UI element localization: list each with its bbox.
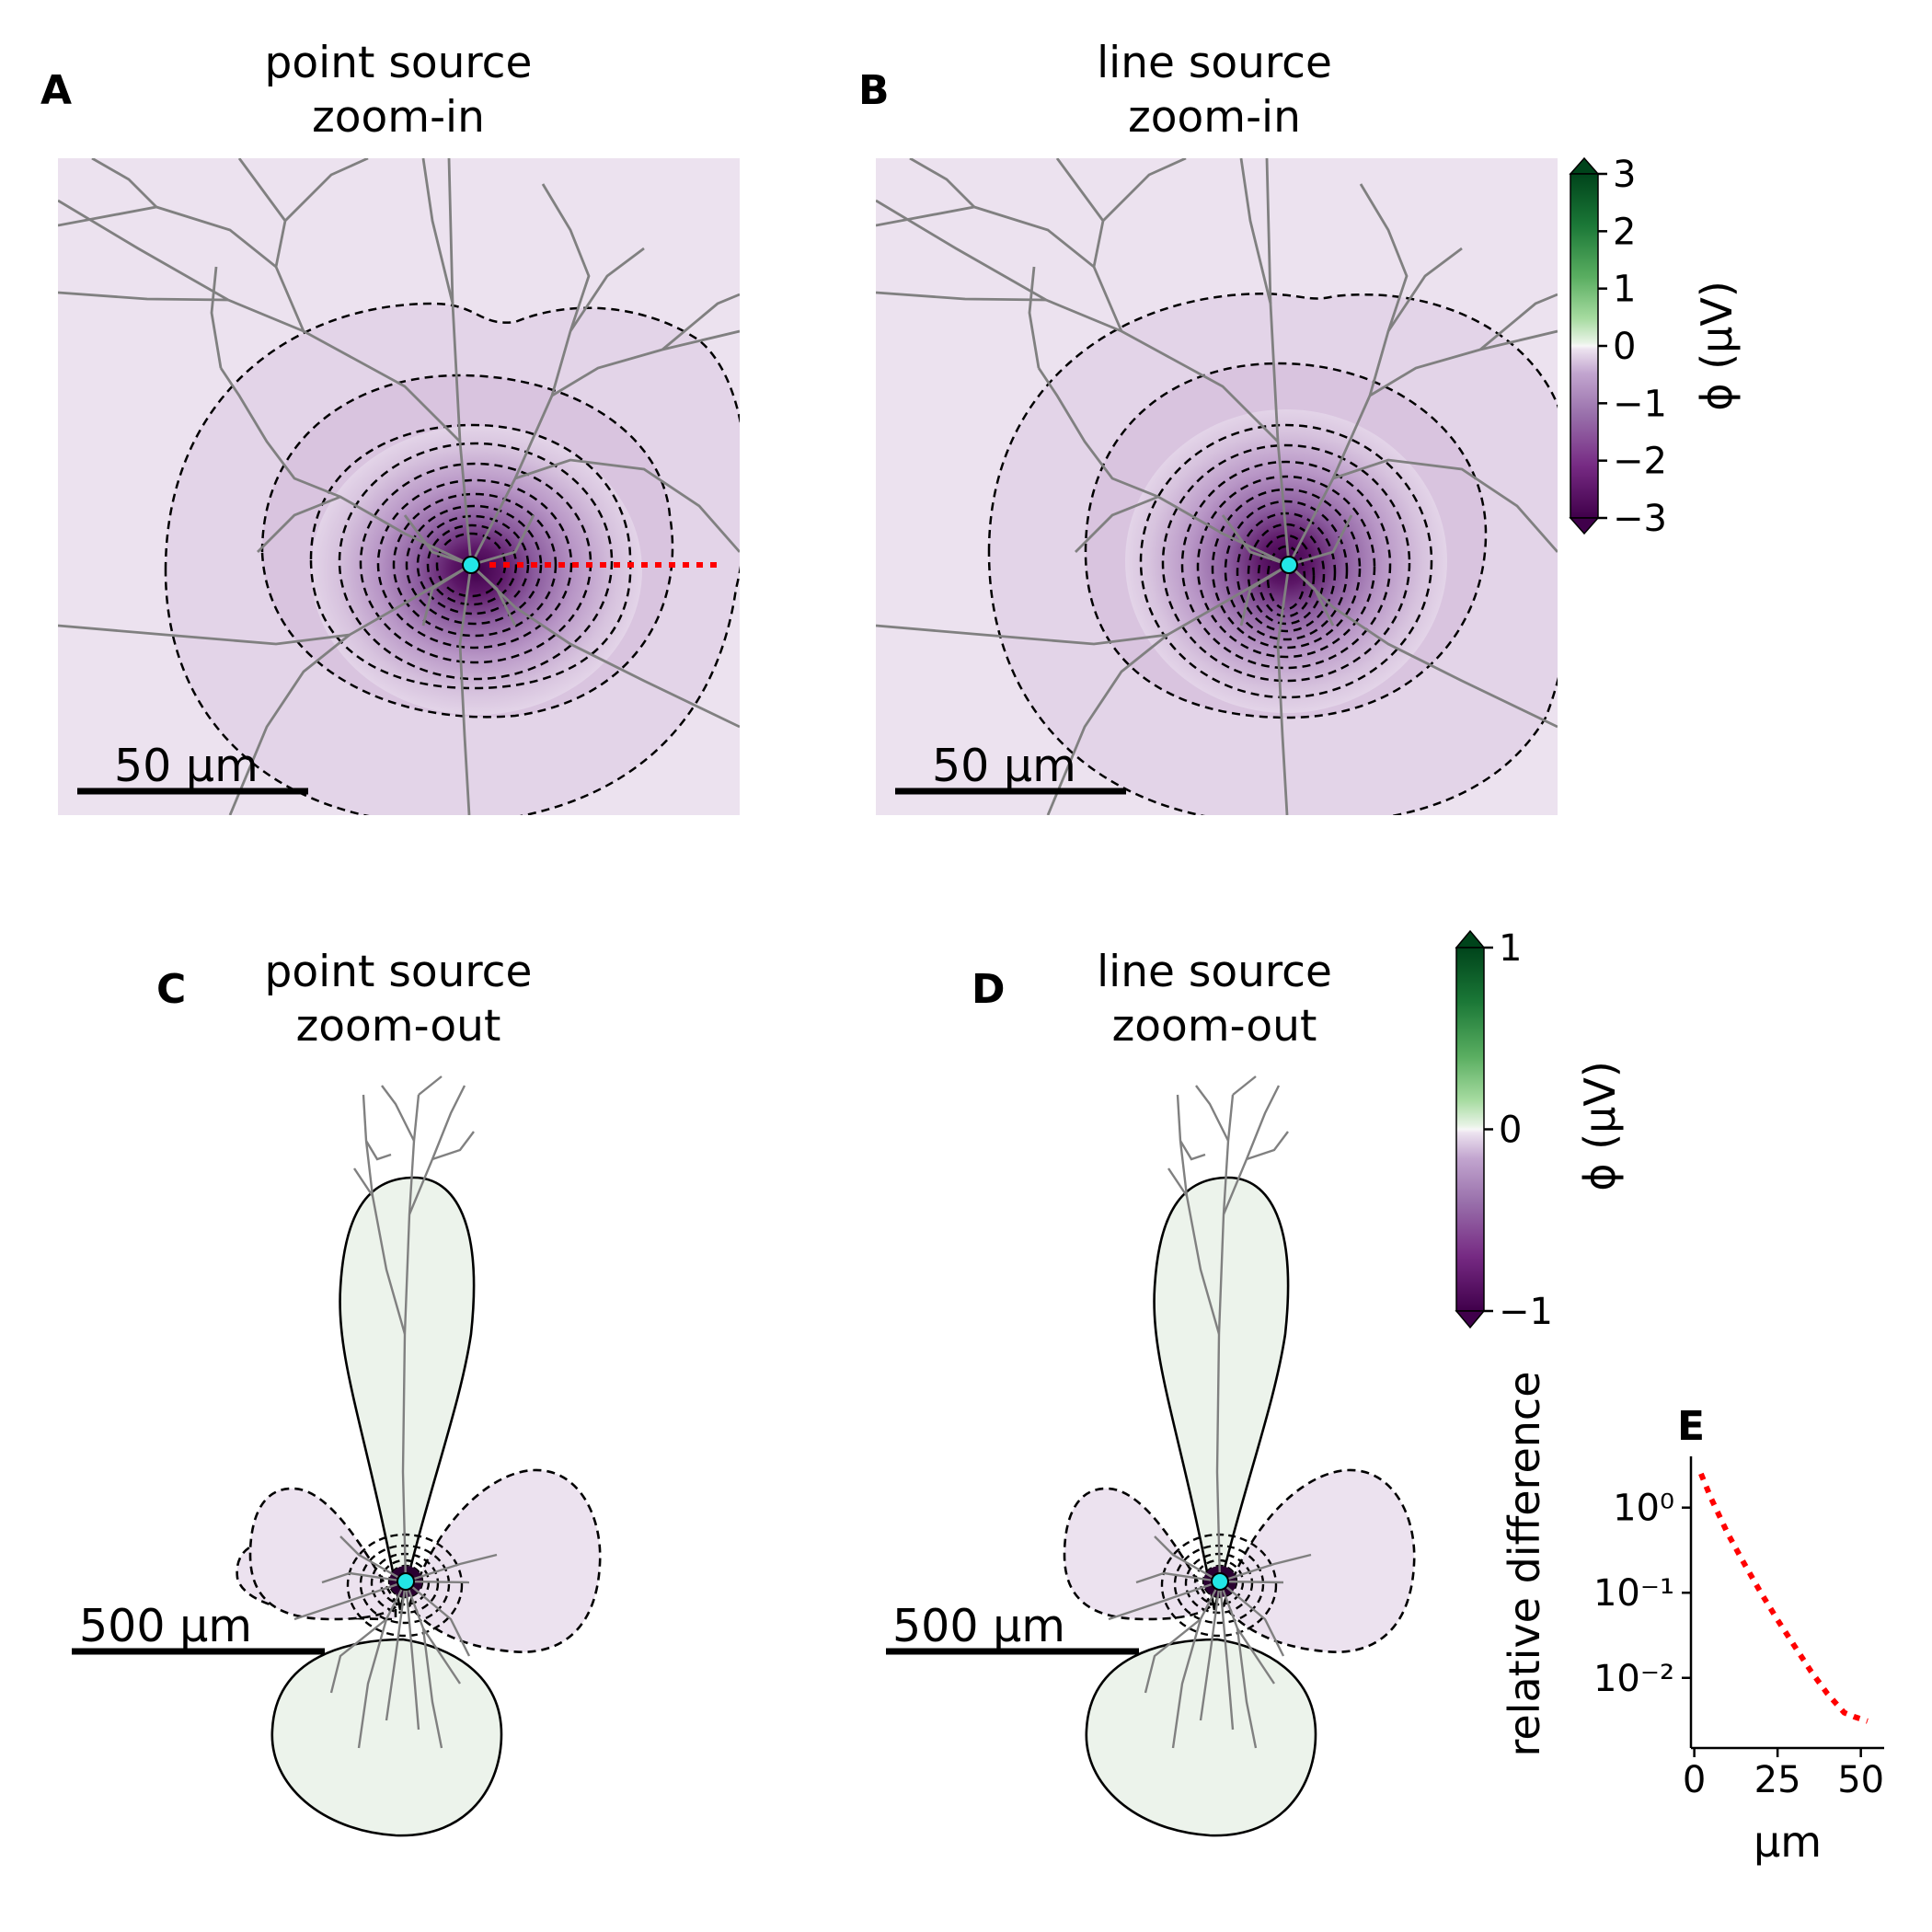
x-tick-label: 0 <box>1683 1759 1706 1801</box>
colorbar-ticks: 3 2 1 0 −1 −2 −3 <box>1598 154 1667 540</box>
y-tick-label: 10⁻¹ <box>1593 1572 1674 1615</box>
scalebar-label: 50 µm <box>932 740 1076 792</box>
series-line <box>1698 1472 1869 1724</box>
panel-a: A point source zoom-in <box>40 38 740 815</box>
scalebar-label: 500 µm <box>892 1600 1065 1652</box>
panel-title-line2: zoom-in <box>1128 92 1301 143</box>
panel-title-line2: zoom-out <box>1112 1001 1317 1052</box>
source-marker <box>462 556 480 574</box>
source-marker <box>1280 556 1298 574</box>
neuron-morphology <box>1108 1075 1312 1749</box>
panel-b: B line source zoom-in <box>858 38 1558 815</box>
x-axis-label: µm <box>1754 1817 1822 1867</box>
colorbar-ticks: 1 0 −1 <box>1484 927 1553 1333</box>
colorbar-tick-label: 1 <box>1499 927 1522 970</box>
colorbar-label: ϕ (µV) <box>1692 281 1742 411</box>
potential-contour-map <box>236 1075 602 1837</box>
panel-letter: C <box>156 966 186 1013</box>
panel-letter: D <box>972 966 1006 1013</box>
potential-contour-map <box>58 158 740 815</box>
panel-letter: B <box>858 67 890 114</box>
panel-title-line2: zoom-out <box>296 1001 501 1052</box>
colorbar-gradient <box>1455 947 1485 1312</box>
panel-title-line1: point source <box>265 38 533 88</box>
source-marker <box>397 1572 415 1591</box>
colorbar-tick-label: 0 <box>1613 326 1636 368</box>
panel-c: C point source zoom-out <box>72 947 602 1837</box>
data-series <box>1698 1472 1869 1724</box>
colorbar-tick-label: −1 <box>1613 383 1667 425</box>
panel-title-line1: line source <box>1097 38 1332 88</box>
panel-d: D line source zoom-out <box>886 947 1416 1837</box>
y-axis-label: relative difference <box>1500 1371 1549 1756</box>
colorbar-gradient <box>1570 173 1599 519</box>
colorbar-tick-label: −1 <box>1499 1291 1553 1333</box>
panel-e-chart: E 0 25 50 10⁰ 10⁻¹ 10⁻² µm relative differen… <box>1500 1371 1884 1867</box>
colorbar-tick-label: 1 <box>1613 269 1636 311</box>
panel-letter: A <box>40 67 72 114</box>
panel-letter: E <box>1677 1403 1705 1450</box>
colorbar-extend-bottom <box>1569 517 1600 535</box>
y-tick-label: 10⁻² <box>1593 1658 1674 1700</box>
colorbar-tick-label: 3 <box>1613 154 1636 196</box>
scalebar-label: 50 µm <box>114 740 259 792</box>
colorbar-extend-top <box>1455 929 1486 949</box>
colorbar-tick-label: −3 <box>1613 498 1667 540</box>
colorbar-extend-top <box>1569 156 1600 175</box>
x-tick-label: 50 <box>1837 1759 1884 1801</box>
panel-title-line1: line source <box>1097 947 1332 997</box>
potential-contour-map <box>1063 1075 1416 1837</box>
x-tick-label: 25 <box>1754 1759 1801 1801</box>
panel-title-line1: point source <box>265 947 533 997</box>
colorbar-tick-label: −2 <box>1613 441 1667 483</box>
neuron-morphology <box>876 158 1558 815</box>
colorbar-extend-bottom <box>1455 1310 1486 1329</box>
source-marker <box>1211 1572 1229 1591</box>
potential-contour-map <box>876 158 1558 815</box>
x-ticks: 0 25 50 <box>1683 1748 1884 1801</box>
neuron-morphology <box>58 158 740 815</box>
y-ticks: 10⁰ 10⁻¹ 10⁻² <box>1593 1488 1691 1700</box>
colorbar-tick-label: 0 <box>1499 1110 1522 1152</box>
colorbar-label: ϕ (µV) <box>1575 1061 1625 1191</box>
scalebar-label: 500 µm <box>79 1600 252 1652</box>
colorbar-tick-label: 2 <box>1613 211 1636 253</box>
colorbar-top: 3 2 1 0 −1 −2 −3 ϕ (µV) <box>1569 154 1742 540</box>
panel-title-line2: zoom-in <box>312 92 485 143</box>
neuron-morphology <box>293 1075 498 1749</box>
y-tick-label: 10⁰ <box>1613 1488 1674 1530</box>
colorbar-bottom: 1 0 −1 ϕ (µV) <box>1455 927 1625 1333</box>
